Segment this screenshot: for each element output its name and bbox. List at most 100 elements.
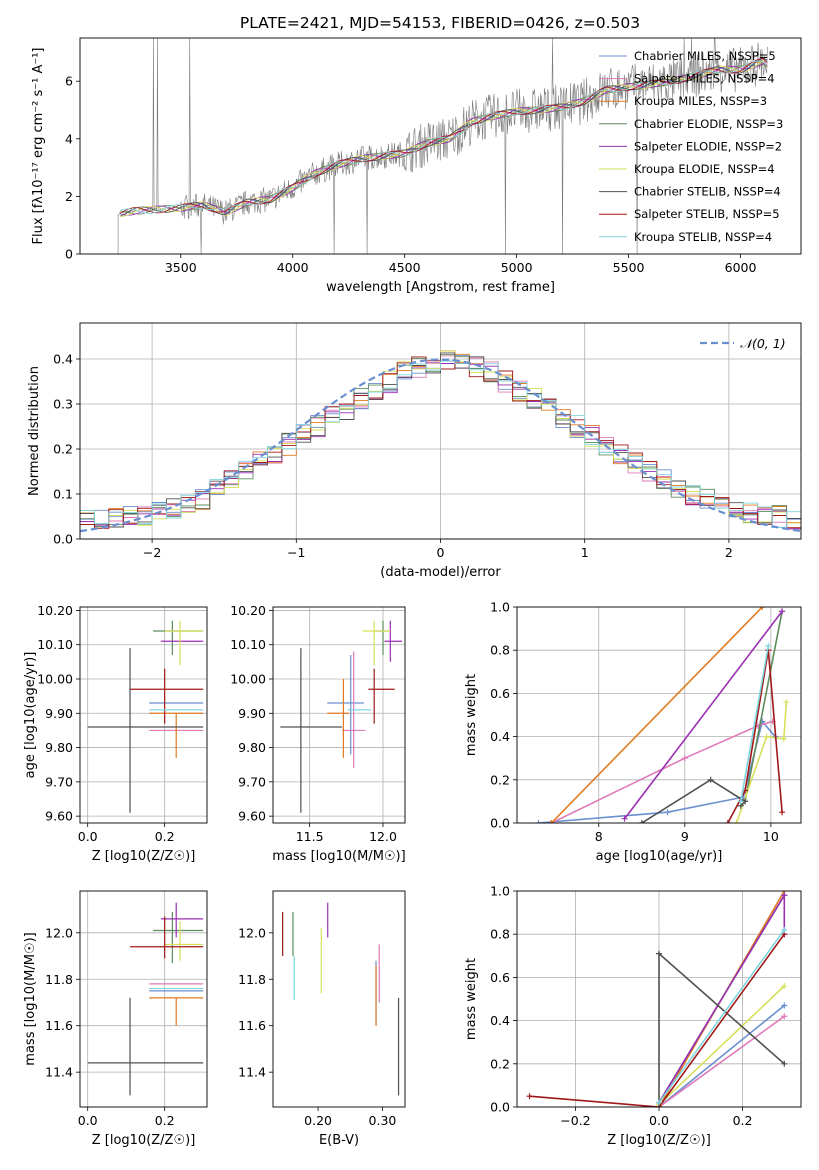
plot-area xyxy=(87,620,204,813)
y-tick-label: 10.10 xyxy=(37,637,73,652)
panel-spectrum: 3500 4000 4500 5000 5500 6000 0 2 4 6 wavelength [… xyxy=(31,37,802,295)
weight-marker xyxy=(783,699,790,706)
weight-marker xyxy=(535,820,542,823)
weight-marker xyxy=(733,820,740,823)
y-tick-label: 2 xyxy=(65,189,73,204)
weight-marker xyxy=(780,735,787,742)
y-tick-label: 0.0 xyxy=(490,1100,510,1115)
legend-label: 𝒩(0, 1) xyxy=(740,336,786,351)
weight-marker xyxy=(759,607,766,610)
y-tick-label: 0.6 xyxy=(490,970,510,985)
weight-marker xyxy=(765,642,772,649)
weight-marker xyxy=(779,608,786,615)
x-axis-label: age [log10(age/yr)] xyxy=(596,849,723,864)
y-tick-label: 10.20 xyxy=(37,603,73,618)
y-tick-label: 11.4 xyxy=(45,1065,73,1080)
x-tick-label: 0.20 xyxy=(304,1113,332,1128)
y-tick-label: 0.2 xyxy=(490,1056,510,1071)
axes-frame xyxy=(272,890,406,1108)
x-axis-label: mass [log10(M/M☉)] xyxy=(272,849,405,864)
x-axis-label: Z [log10(Z/Z☉)] xyxy=(92,1133,196,1148)
y-tick-label: 9.80 xyxy=(45,740,73,755)
x-tick-label: 3500 xyxy=(165,260,197,275)
model-line xyxy=(120,59,768,217)
y-tick-label: 11.6 xyxy=(45,1018,73,1033)
axes-frame xyxy=(79,37,802,255)
legend-label: Chabrier STELIB, NSSP=4 xyxy=(634,185,781,199)
y-tick-label: 9.70 xyxy=(45,774,73,789)
model-line xyxy=(120,60,768,214)
legend: Chabrier MILES, NSSP=5 Salpeter MILES, NS… xyxy=(599,49,783,244)
x-tick-label: −1 xyxy=(287,545,305,560)
plot-area xyxy=(526,891,788,1107)
plot-area xyxy=(87,902,204,1096)
y-tick-label: 0.1 xyxy=(53,487,73,502)
panel-age-vs-mass: 11.5 12.0 9.60 9.70 9.80 9.90 10.00 10.10 10.20 m… xyxy=(230,603,406,864)
y-tick-label: 0 xyxy=(65,247,73,262)
weight-line xyxy=(623,610,783,820)
y-tick-label: 0.0 xyxy=(490,816,510,831)
y-tick-label: 11.8 xyxy=(238,972,266,987)
weight-marker xyxy=(781,892,788,899)
x-axis-label: Z [log10(Z/Z☉)] xyxy=(92,849,196,864)
weight-line xyxy=(740,645,770,802)
x-tick-label: 0.0 xyxy=(78,1113,98,1128)
weight-marker xyxy=(621,815,628,822)
weight-line xyxy=(550,607,763,823)
x-tick-label: 0.30 xyxy=(369,1113,397,1128)
y-tick-label: 11.8 xyxy=(45,972,73,987)
plot-area xyxy=(535,607,790,823)
weight-marker xyxy=(681,755,688,762)
y-tick-label: 12.0 xyxy=(45,925,73,940)
y-tick-label: 11.4 xyxy=(238,1065,266,1080)
y-tick-label: 0.8 xyxy=(490,927,510,942)
y-tick-label: 0.0 xyxy=(53,532,73,547)
plot-area xyxy=(280,620,403,813)
weight-line xyxy=(727,650,783,823)
weight-line xyxy=(658,892,786,1104)
y-tick-label: 0.6 xyxy=(490,686,510,701)
x-tick-label: 6000 xyxy=(725,260,757,275)
histogram-line xyxy=(80,360,801,529)
weight-line xyxy=(658,1015,785,1107)
legend-label: Salpeter ELODIE, NSSP=2 xyxy=(634,139,782,153)
weight-marker xyxy=(781,1013,788,1020)
x-tick-label: 0 xyxy=(437,545,445,560)
panel-massweight-vs-age: 8 9 10 0.0 0.2 0.4 0.6 0.8 1.0 age [log10(age/yr)… xyxy=(464,600,802,864)
x-tick-label: −2 xyxy=(143,545,161,560)
x-tick-label: 5000 xyxy=(501,260,533,275)
plot-area xyxy=(282,902,400,1096)
y-tick-label: 0.3 xyxy=(53,397,73,412)
weight-line xyxy=(744,611,783,802)
panel-age-vs-Z: 0.0 0.2 9.60 9.70 9.80 9.90 10.00 10.10 10.20 Z [… xyxy=(23,603,208,864)
x-tick-label: 8 xyxy=(595,829,603,844)
y-axis-label: Normed distribution xyxy=(27,366,42,496)
weight-marker xyxy=(763,733,770,740)
y-tick-label: 10.00 xyxy=(230,672,266,687)
y-axis-label: mass [log10(M/M☉)] xyxy=(23,932,38,1065)
y-tick-label: 9.90 xyxy=(238,706,266,721)
legend-label: Kroupa MILES, NSSP=3 xyxy=(634,94,767,108)
panel-mass-vs-Z: 0.0 0.2 11.4 11.6 11.8 12.0 Z [log10(Z/Z☉)] mas… xyxy=(23,890,208,1148)
weight-line xyxy=(551,720,773,823)
y-tick-label: 0.2 xyxy=(490,772,510,787)
y-tick-label: 10.20 xyxy=(230,603,266,618)
figure-title: PLATE=2421, MJD=54153, FIBERID=0426, z=0… xyxy=(240,14,640,32)
panel-residuals: −2 −1 0 1 2 0.0 0.1 0.2 0.3 0.4 (data-model)/error… xyxy=(27,322,802,580)
y-tick-label: 1.0 xyxy=(490,600,510,615)
weight-marker xyxy=(638,820,645,823)
legend-label: Kroupa ELODIE, NSSP=4 xyxy=(634,162,775,176)
weight-line xyxy=(658,929,785,1104)
axes-frame xyxy=(516,606,802,824)
x-tick-label: 12.0 xyxy=(369,829,397,844)
weight-marker xyxy=(737,798,744,805)
model-line xyxy=(120,58,768,214)
y-tick-label: 9.70 xyxy=(238,774,266,789)
weight-line xyxy=(641,778,747,823)
x-axis-label: wavelength [Angstrom, rest frame] xyxy=(326,280,555,295)
x-tick-label: 0.2 xyxy=(155,1113,175,1128)
y-tick-label: 0.8 xyxy=(490,643,510,658)
y-axis-label: Flux [fλ10⁻¹⁷ erg cm⁻² s⁻¹ A⁻¹] xyxy=(31,48,46,245)
x-tick-label: 0.2 xyxy=(155,829,175,844)
y-tick-label: 9.60 xyxy=(45,809,73,824)
